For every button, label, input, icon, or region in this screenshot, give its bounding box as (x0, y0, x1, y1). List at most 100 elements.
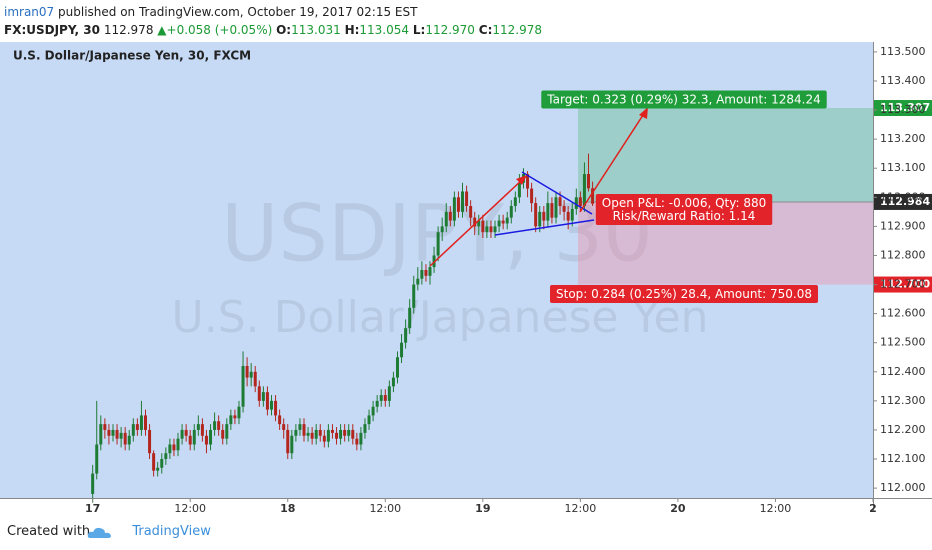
candle-body (95, 444, 99, 474)
candle-body (302, 424, 306, 436)
last: 112.978 (103, 23, 154, 37)
candle-body (103, 424, 107, 430)
candle-body (245, 365, 249, 378)
candle-body (420, 270, 424, 279)
y-tick-label: 113.100 (880, 161, 926, 174)
candle-body (383, 395, 387, 401)
x-tick-label: 12:00 (565, 502, 597, 512)
brand[interactable]: TradingView (132, 524, 211, 539)
candle-body (412, 284, 416, 308)
x-tick-label: 2 (869, 502, 877, 512)
candle-body (278, 415, 282, 425)
candle-body (326, 429, 330, 442)
candle-body (367, 415, 371, 425)
candle-body (111, 429, 115, 436)
author[interactable]: imran07 (4, 5, 55, 19)
candle-body (473, 217, 477, 227)
y-tick-label: 113.400 (880, 74, 926, 87)
candle-body (343, 429, 347, 436)
candle-body (493, 226, 497, 233)
candle-body (485, 226, 489, 233)
candle-body (587, 174, 591, 189)
pnl-box-bg (595, 193, 773, 225)
stop-box-text: Stop: 0.284 (0.25%) 28.4, Amount: 750.08 (556, 287, 812, 301)
price-tag-label: 112.984 (880, 195, 930, 208)
candle-body (204, 435, 208, 445)
candle-body (139, 415, 143, 430)
candle-body (180, 429, 184, 439)
candle-body (481, 220, 485, 233)
candle-body (131, 424, 135, 436)
arrow-head (516, 175, 527, 185)
y-tick-label: 112.500 (880, 336, 926, 349)
candle-body (538, 211, 542, 227)
trend-line (521, 171, 593, 215)
candle-body (542, 211, 546, 221)
candle-body (314, 429, 318, 439)
candle-body (554, 197, 558, 218)
candle-body (444, 211, 448, 227)
candle-body (253, 371, 257, 387)
candle-body (395, 357, 399, 378)
y-tick-label: 112.300 (880, 394, 926, 407)
ohlc-value: 112.978 (492, 23, 542, 37)
candle-body (233, 415, 237, 419)
candle-body (375, 400, 379, 407)
y-tick-label: 113.200 (880, 132, 926, 145)
ohlc-value: 113.054 (359, 23, 410, 37)
candle-body (249, 371, 253, 378)
target-box-text: Target: 0.323 (0.29%) 32.3, Amount: 1284… (546, 93, 820, 107)
y-tick-label: 113.300 (880, 103, 926, 116)
candle-body (335, 432, 339, 439)
candle-body (257, 386, 261, 401)
candle-body (526, 174, 530, 189)
candle-body (322, 435, 326, 442)
candle-body (330, 429, 334, 433)
candle-body (172, 444, 176, 451)
arrow-line (429, 177, 525, 267)
candle-body (192, 429, 196, 445)
candle-body (123, 432, 127, 445)
candle-body (148, 429, 152, 454)
symbol: FX:USDJPY, 30 (4, 23, 100, 37)
created-with: Created with (7, 524, 91, 539)
candle-body (135, 424, 139, 430)
profit-zone (578, 108, 873, 202)
candle-body (282, 424, 286, 430)
candle-body (461, 191, 465, 212)
stop-box-bg (550, 285, 818, 304)
candle-body (371, 406, 375, 416)
price-tag-label: 112.700 (880, 278, 930, 291)
candle-body (517, 182, 521, 198)
candle-body (144, 415, 147, 430)
arrow-head (639, 107, 648, 119)
quote-line: FX:USDJPY, 30 112.978 ▲+0.058 (+0.05%) O… (4, 21, 542, 39)
candle-body (440, 226, 444, 233)
y-tick-label: 113.500 (880, 45, 926, 58)
candle-body (391, 377, 395, 387)
candle-body (306, 432, 310, 436)
candle-body (261, 392, 265, 401)
price-tag (874, 193, 932, 210)
x-tick-label: 18 (280, 502, 295, 512)
candle-body (196, 424, 200, 430)
candle-body (229, 415, 233, 425)
pnl-box-text: Open P&L: -0.006, Qty: 880 (602, 196, 766, 210)
candle-body (115, 429, 119, 439)
candle-body (477, 220, 481, 227)
y-tick-label: 112.700 (880, 278, 926, 291)
candle-body (99, 424, 103, 445)
stop-box: Stop: 0.284 (0.25%) 28.4, Amount: 750.08 (550, 285, 818, 304)
candle-body (164, 453, 168, 460)
candle-body (351, 429, 355, 439)
y-tick-label: 112.400 (880, 365, 926, 378)
candle-body (582, 174, 586, 207)
candle-body (448, 211, 452, 221)
candle-body (156, 467, 160, 471)
candle-body (355, 438, 359, 445)
candle-body (428, 267, 432, 276)
candle-body (107, 429, 111, 436)
candle-body (290, 435, 294, 454)
candle-body (188, 435, 192, 445)
